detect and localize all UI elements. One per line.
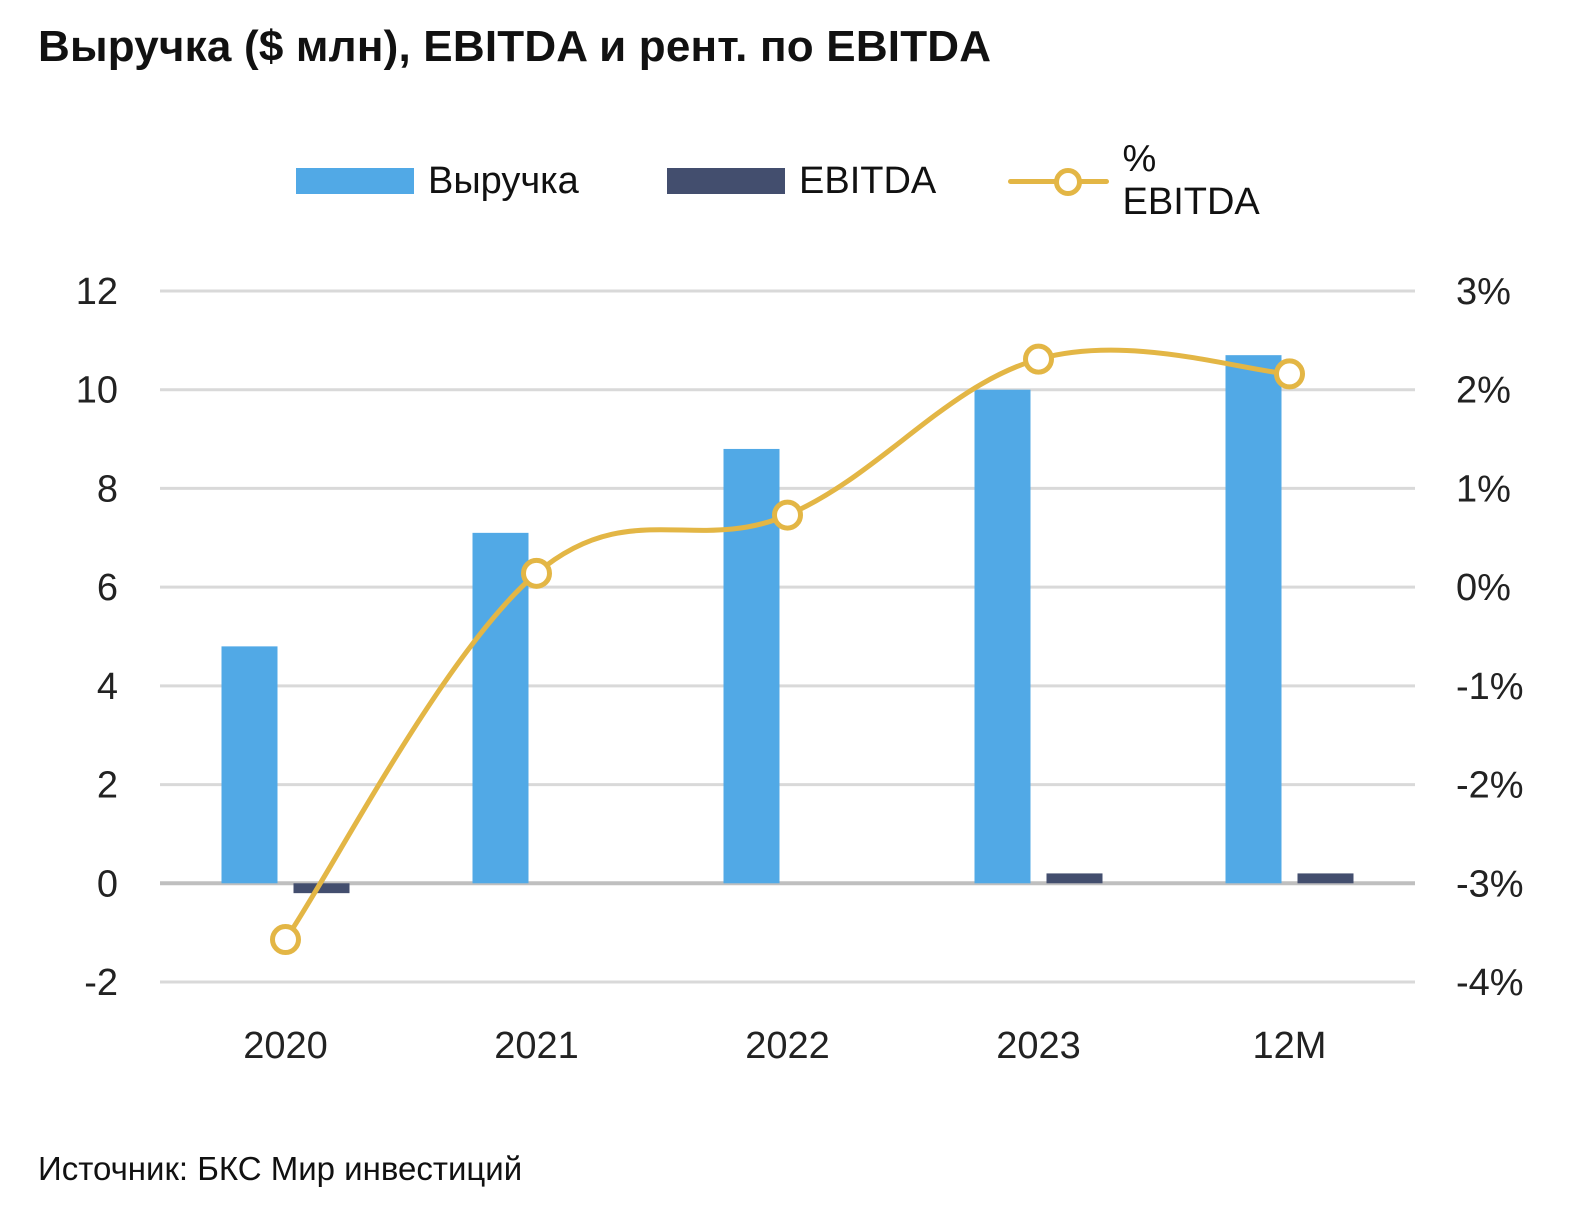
point-ebitda-margin [521,557,552,589]
y-right-tick-label: 1% [1456,468,1511,510]
y-left-tick-label: -2 [84,962,118,1004]
x-tick-label: 2022 [745,1025,830,1067]
x-tick-label: 2020 [243,1025,328,1067]
y-left-tick-label: 0 [97,863,118,905]
y-left-tick-label: 2 [97,765,118,807]
y-left-tick-label: 10 [76,370,118,412]
point-ebitda-margin [772,499,803,531]
y-right-tick-label: -1% [1456,666,1524,708]
y-right-tick-label: 2% [1456,370,1511,412]
legend-item-ebitda: EBITDA [667,158,936,204]
bar-ebitda [1046,873,1103,884]
legend-swatch-revenue [296,168,414,194]
legend-label-ebitda: EBITDA [799,159,937,202]
x-tick-label: 2023 [996,1025,1081,1067]
y-right-tick-label: -2% [1456,765,1524,807]
point-ebitda-margin [1274,358,1305,390]
legend-item-margin: % EBITDA [1008,138,1277,223]
bar-revenue [974,389,1031,884]
legend-swatch-margin [1008,158,1109,204]
line-ebitda-margin [283,347,1290,941]
bar-ebitda [293,883,350,894]
y-left-tick-label: 8 [97,468,118,510]
y-right-tick-label: -3% [1456,863,1524,905]
bar-revenue [221,646,278,884]
x-tick-label: 12M [1253,1025,1327,1067]
y-left-tick-label: 12 [76,271,118,313]
bar-revenue [723,448,780,884]
y-right-tick-label: -4% [1456,962,1524,1004]
legend-label-revenue: Выручка [428,159,579,202]
bar-ebitda [1297,873,1354,884]
legend-label-margin: % EBITDA [1122,138,1260,223]
chart-title: Выручка ($ млн), EBITDA и рент. по EBITD… [38,22,992,71]
y-left-tick-label: 4 [97,666,118,708]
x-tick-label: 2021 [494,1025,579,1067]
source-note: Источник: БКС Мир инвестиций [38,1150,523,1187]
point-ebitda-margin [1023,343,1054,375]
y-left-tick-label: 6 [97,567,118,609]
y-right-tick-label: 3% [1456,271,1511,313]
y-right-tick-label: 0% [1456,567,1511,609]
legend-swatch-ebitda [667,168,785,194]
bar-revenue [1225,355,1282,884]
legend-item-revenue: Выручка [296,158,579,204]
point-ebitda-margin [270,924,301,956]
